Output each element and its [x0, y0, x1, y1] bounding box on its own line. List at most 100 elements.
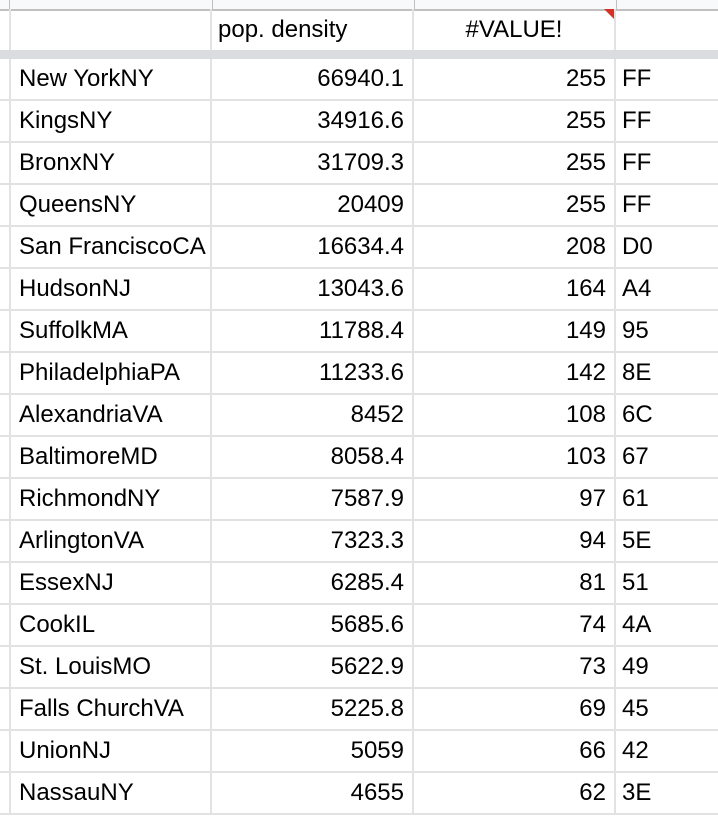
name-cell[interactable]: UnionNJ	[9, 731, 212, 771]
value-cell[interactable]: 66	[414, 731, 616, 771]
density-cell[interactable]: 66940.1	[212, 59, 414, 99]
value-cell[interactable]: 103	[414, 437, 616, 477]
value-cell[interactable]: 255	[414, 143, 616, 183]
name-cell[interactable]: EssexNJ	[9, 563, 212, 603]
name-cell[interactable]: Falls ChurchVA	[9, 689, 212, 729]
header-row: pop. density #VALUE!	[0, 9, 718, 50]
table-row: Falls ChurchVA 5225.8 69 45	[0, 689, 718, 731]
name-cell[interactable]: KingsNY	[9, 101, 212, 141]
density-cell[interactable]: 5225.8	[212, 689, 414, 729]
value-cell[interactable]: 81	[414, 563, 616, 603]
hex-cell[interactable]: 5E	[622, 527, 652, 554]
density-cell[interactable]: 16634.4	[212, 227, 414, 267]
value-cell[interactable]: 208	[414, 227, 616, 267]
value-cell[interactable]: 255	[414, 185, 616, 225]
hex-cell[interactable]: FF	[622, 149, 652, 176]
hex-cell[interactable]: A4	[622, 275, 652, 302]
name-cell[interactable]: HudsonNJ	[9, 269, 212, 309]
name-cell[interactable]: ArlingtonVA	[9, 521, 212, 561]
table-row: BaltimoreMD 8058.4 103 67	[0, 437, 718, 479]
density-cell[interactable]: 20409	[212, 185, 414, 225]
density-cell[interactable]: 7323.3	[212, 521, 414, 561]
value-cell[interactable]: 108	[414, 395, 616, 435]
column-divider	[9, 0, 10, 9]
name-cell[interactable]: PhiladelphiaPA	[9, 353, 212, 393]
name-cell[interactable]: QueensNY	[9, 185, 212, 225]
density-cell[interactable]: 13043.6	[212, 269, 414, 309]
density-cell[interactable]: 5059	[212, 731, 414, 771]
hex-cell[interactable]: 42	[622, 737, 649, 764]
table-row: ArlingtonVA 7323.3 94 5E	[0, 521, 718, 563]
name-cell[interactable]: San FranciscoCA	[9, 227, 212, 267]
name-cell[interactable]: NassauNY	[9, 773, 212, 813]
table-row: PhiladelphiaPA 11233.6 142 8E	[0, 353, 718, 395]
table-row: EssexNJ 6285.4 81 51	[0, 563, 718, 605]
density-cell[interactable]: 5685.6	[212, 605, 414, 645]
header-cell-value-error[interactable]: #VALUE!	[414, 9, 616, 50]
density-cell[interactable]: 8452	[212, 395, 414, 435]
table-row: RichmondNY 7587.9 97 61	[0, 479, 718, 521]
density-cell[interactable]: 11788.4	[212, 311, 414, 351]
frozen-row-divider[interactable]	[0, 50, 718, 59]
value-cell[interactable]: 142	[414, 353, 616, 393]
value-cell[interactable]: 97	[414, 479, 616, 519]
name-cell[interactable]: BronxNY	[9, 143, 212, 183]
table-row: CookIL 5685.6 74 4A	[0, 605, 718, 647]
table-row: HudsonNJ 13043.6 164 A4	[0, 269, 718, 311]
hex-cell[interactable]: 67	[622, 443, 649, 470]
density-cell[interactable]: 34916.6	[212, 101, 414, 141]
header-cell-a[interactable]	[9, 9, 212, 50]
value-cell[interactable]: 69	[414, 689, 616, 729]
column-divider	[616, 0, 617, 9]
value-cell[interactable]: 149	[414, 311, 616, 351]
table-row: San FranciscoCA 16634.4 208 D0	[0, 227, 718, 269]
hex-cell[interactable]: D0	[622, 233, 653, 260]
density-cell[interactable]: 31709.3	[212, 143, 414, 183]
hex-cell[interactable]: FF	[622, 65, 652, 92]
name-cell[interactable]: RichmondNY	[9, 479, 212, 519]
name-cell[interactable]: St. LouisMO	[9, 647, 212, 687]
table-row: UnionNJ 5059 66 42	[0, 731, 718, 773]
table-row: BronxNY 31709.3 255 FF	[0, 143, 718, 185]
header-cell-d[interactable]	[616, 9, 718, 50]
table-row: QueensNY 20409 255 FF	[0, 185, 718, 227]
value-cell[interactable]: 74	[414, 605, 616, 645]
value-cell[interactable]: 255	[414, 101, 616, 141]
value-cell[interactable]: 164	[414, 269, 616, 309]
header-cell-pop-density[interactable]: pop. density	[212, 9, 414, 50]
hex-cell[interactable]: 51	[622, 569, 649, 596]
table-row: AlexandriaVA 8452 108 6C	[0, 395, 718, 437]
value-cell[interactable]: 255	[414, 59, 616, 99]
hex-cell[interactable]: FF	[622, 107, 652, 134]
density-cell[interactable]: 6285.4	[212, 563, 414, 603]
table-row: St. LouisMO 5622.9 73 49	[0, 647, 718, 689]
density-cell[interactable]: 4655	[212, 773, 414, 813]
name-cell[interactable]: SuffolkMA	[9, 311, 212, 351]
table-row: New YorkNY 66940.1 255 FF	[0, 59, 718, 101]
column-divider	[212, 0, 213, 9]
hex-cell[interactable]: 61	[622, 485, 649, 512]
name-cell[interactable]: New YorkNY	[9, 59, 212, 99]
column-header-strip	[0, 0, 718, 11]
hex-cell[interactable]: FF	[622, 191, 652, 218]
name-cell[interactable]: BaltimoreMD	[9, 437, 212, 477]
name-cell[interactable]: CookIL	[9, 605, 212, 645]
hex-cell[interactable]: 45	[622, 695, 649, 722]
density-cell[interactable]: 8058.4	[212, 437, 414, 477]
error-flag-icon[interactable]	[604, 9, 614, 19]
value-cell[interactable]: 62	[414, 773, 616, 813]
hex-cell[interactable]: 6C	[622, 401, 653, 428]
table-row: KingsNY 34916.6 255 FF	[0, 101, 718, 143]
error-value-text: #VALUE!	[465, 15, 563, 43]
density-cell[interactable]: 7587.9	[212, 479, 414, 519]
value-cell[interactable]: 73	[414, 647, 616, 687]
hex-cell[interactable]: 3E	[622, 779, 652, 806]
hex-cell[interactable]: 8E	[622, 359, 652, 386]
hex-cell[interactable]: 95	[622, 317, 649, 344]
value-cell[interactable]: 94	[414, 521, 616, 561]
hex-cell[interactable]: 4A	[622, 611, 652, 638]
density-cell[interactable]: 5622.9	[212, 647, 414, 687]
name-cell[interactable]: AlexandriaVA	[9, 395, 212, 435]
density-cell[interactable]: 11233.6	[212, 353, 414, 393]
hex-cell[interactable]: 49	[622, 653, 649, 680]
